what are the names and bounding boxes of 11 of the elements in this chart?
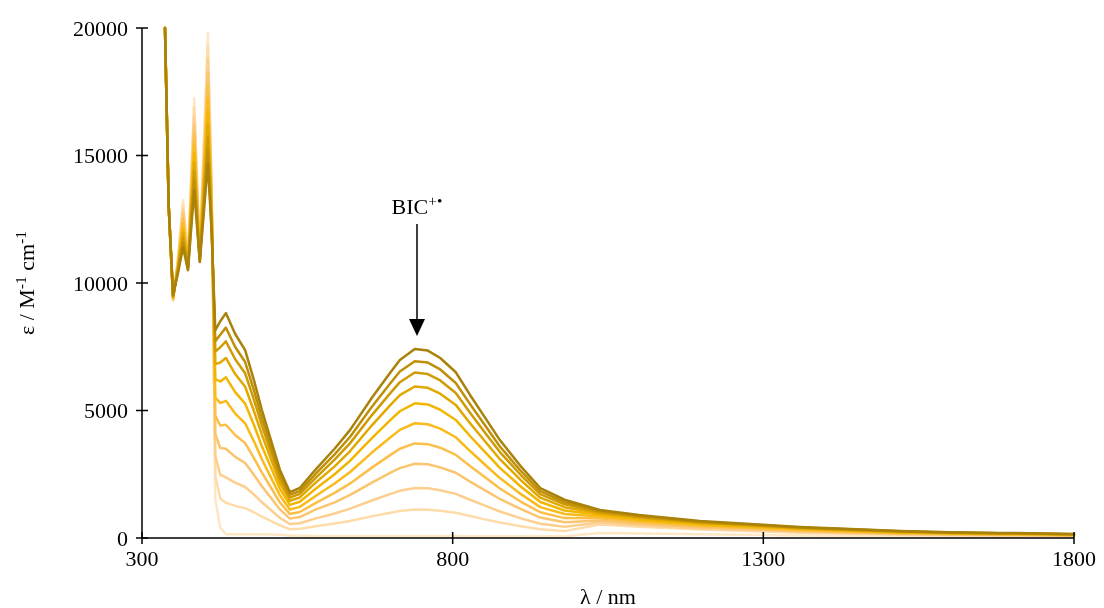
y-tick-label: 15000 [73,143,128,169]
x-tick-label: 800 [436,546,470,571]
y-tick-label: 5000 [84,398,128,424]
x-axis-title: λ / nm [580,584,636,608]
annotation: BIC$^{+•}$ [391,191,443,219]
y-tick-label: 0 [117,525,128,551]
x-tick-label: 1800 [1052,546,1096,571]
y-tick-label: 10000 [73,270,128,296]
x-tick-label: 1300 [741,546,786,571]
x-tick-label: 300 [125,546,159,571]
y-tick-label: 20000 [73,15,128,41]
